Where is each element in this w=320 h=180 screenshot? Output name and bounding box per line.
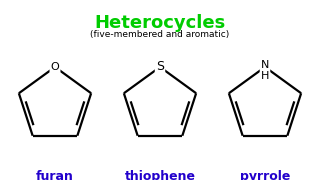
Text: (five-membered and aromatic): (five-membered and aromatic): [90, 30, 230, 39]
Text: thiophene: thiophene: [124, 170, 196, 180]
Text: pyrrole: pyrrole: [240, 170, 290, 180]
Text: S: S: [156, 60, 164, 73]
Text: Heterocycles: Heterocycles: [94, 14, 226, 32]
Text: H: H: [261, 71, 269, 81]
Text: O: O: [51, 62, 60, 72]
Text: N: N: [261, 60, 269, 70]
Text: furan: furan: [36, 170, 74, 180]
